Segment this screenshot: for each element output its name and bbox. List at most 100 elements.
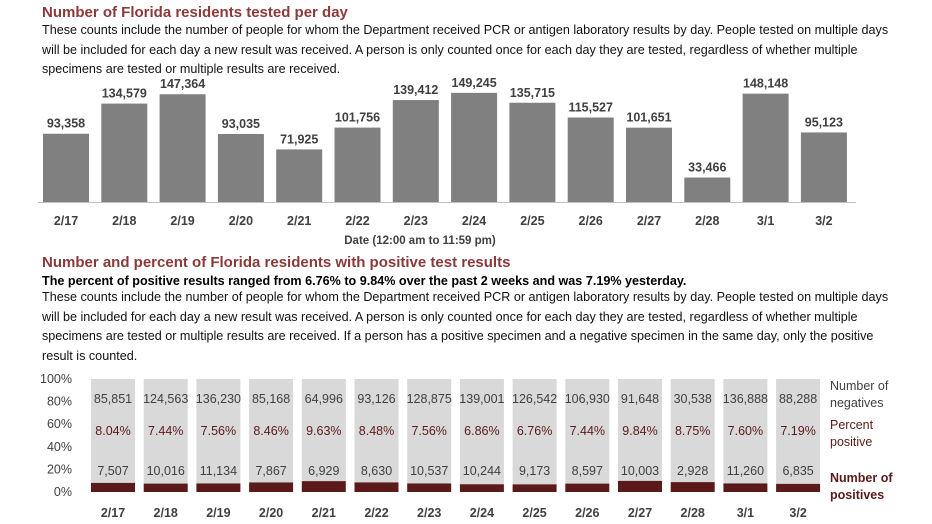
- value-label-tests-2/27: 101,651: [626, 111, 671, 125]
- chart2-title: Number and percent of Florida residents …: [42, 254, 511, 271]
- positives-label-2/28: 2,928: [677, 464, 708, 478]
- bar-negatives-2/20: [249, 379, 294, 483]
- bar-tests-2/26: [567, 117, 614, 202]
- x-tick-label: 2/21: [287, 214, 311, 228]
- bar-positives-2/27: [618, 480, 662, 492]
- percent-label-2/22: 8.48%: [359, 424, 394, 438]
- value-label-tests-2/21: 71,925: [280, 132, 318, 146]
- x-tick-label: 3/1: [757, 214, 774, 228]
- y-tick-label: 60%: [47, 417, 72, 431]
- bar-negatives-2/18: [143, 379, 188, 484]
- negatives-label-2/28: 30,538: [674, 392, 712, 406]
- percent-label-2/23: 7.56%: [411, 424, 446, 438]
- x-tick-label: 2/24: [470, 506, 494, 520]
- bar-positives-2/21: [301, 481, 346, 492]
- percent-label-2/24: 6.86%: [464, 424, 499, 438]
- chart1-title: Number of Florida residents tested per d…: [42, 4, 348, 21]
- bar-tests-2/17: [43, 133, 89, 202]
- value-label-tests-2/28: 33,466: [688, 161, 726, 175]
- bar-positives-2/25: [512, 484, 557, 492]
- bar-tests-2/28: [684, 177, 731, 202]
- positives-label-2/19: 11,134: [200, 464, 237, 478]
- x-tick-label: 2/25: [522, 506, 546, 520]
- x-tick-label: 2/19: [170, 214, 194, 228]
- value-label-tests-2/25: 135,715: [510, 86, 555, 100]
- percent-label-2/20: 8.46%: [253, 424, 288, 438]
- bar-tests-2/23: [392, 100, 439, 202]
- y-tick-label: 40%: [47, 440, 72, 454]
- percent-label-2/19: 7.56%: [201, 424, 236, 438]
- bar-negatives-2/27: [618, 379, 662, 481]
- percent-label-2/18: 7.44%: [148, 424, 183, 438]
- x-tick-label: 2/25: [520, 214, 544, 228]
- legend-negatives-line2: negatives: [830, 396, 884, 410]
- value-label-tests-3/2: 95,123: [805, 115, 843, 129]
- x-tick-label: 2/27: [637, 214, 661, 228]
- x-tick-label: 2/28: [681, 506, 705, 520]
- bar-positives-2/19: [196, 483, 241, 492]
- x-tick-label: 3/2: [789, 506, 806, 520]
- negatives-label-2/18: 124,563: [143, 392, 188, 406]
- positives-label-3/1: 11,260: [727, 464, 764, 478]
- positives-label-2/17: 7,507: [97, 464, 128, 478]
- bar-positives-3/1: [723, 483, 768, 492]
- negatives-label-2/24: 139,001: [459, 392, 504, 406]
- bar-positives-2/23: [407, 483, 452, 492]
- x-tick-label: 2/23: [417, 506, 441, 520]
- bar-negatives-2/19: [196, 379, 241, 484]
- value-label-tests-2/20: 93,035: [222, 117, 260, 131]
- bar-positives-2/28: [670, 482, 715, 492]
- x-tick-label: 2/21: [312, 506, 336, 520]
- negatives-label-2/19: 136,230: [196, 392, 241, 406]
- legend-percent-line2: positive: [830, 435, 872, 449]
- negatives-label-2/22: 93,126: [357, 392, 395, 406]
- negatives-label-3/2: 88,288: [779, 392, 817, 406]
- value-label-tests-2/23: 139,412: [393, 83, 438, 97]
- legend-negatives-line1: Number of: [830, 379, 889, 393]
- negatives-label-2/21: 64,996: [305, 392, 343, 406]
- bar-positives-2/17: [91, 482, 135, 492]
- positives-label-2/27: 10,003: [621, 464, 659, 478]
- x-tick-label: 2/27: [628, 506, 652, 520]
- bar-tests-2/19: [159, 94, 206, 202]
- negatives-label-2/27: 91,648: [621, 392, 659, 406]
- x-tick-label: 2/18: [112, 214, 136, 228]
- value-label-tests-2/17: 93,358: [47, 117, 85, 131]
- y-tick-label: 80%: [47, 395, 72, 409]
- bar-negatives-2/23: [407, 379, 452, 484]
- bar-positives-2/22: [354, 482, 399, 492]
- tested-per-day-chart: 93,358 2/17 134,579 2/18 147,364 2/19 93,035 2/…: [38, 76, 856, 247]
- percent-label-2/21: 9.63%: [306, 424, 341, 438]
- positives-label-2/24: 10,244: [463, 464, 501, 478]
- bar-tests-2/18: [101, 103, 148, 202]
- x-tick-label: 3/2: [815, 214, 832, 228]
- bar-negatives-3/2: [776, 379, 821, 484]
- negatives-label-2/20: 85,168: [252, 392, 290, 406]
- value-label-tests-2/22: 101,756: [335, 111, 380, 125]
- x-tick-label: 2/18: [154, 506, 178, 520]
- bar-positives-2/24: [459, 484, 504, 492]
- percent-label-3/2: 7.19%: [780, 424, 815, 438]
- legend-positives-line1: Number of: [830, 471, 893, 485]
- negatives-label-2/26: 106,930: [565, 392, 610, 406]
- bar-positives-2/18: [143, 483, 188, 492]
- x-tick-label: 2/23: [404, 214, 428, 228]
- percent-label-2/17: 8.04%: [95, 424, 130, 438]
- value-label-tests-2/18: 134,579: [102, 87, 147, 101]
- value-label-tests-2/24: 149,245: [452, 76, 497, 90]
- percent-label-2/27: 9.84%: [622, 424, 657, 438]
- bar-negatives-3/1: [723, 379, 768, 484]
- bar-tests-2/21: [276, 149, 323, 202]
- bar-negatives-2/17: [91, 379, 135, 483]
- x-tick-label: 2/26: [575, 506, 599, 520]
- y-tick-label: 20%: [47, 462, 72, 476]
- negatives-label-2/17: 85,851: [94, 392, 132, 406]
- bar-negatives-2/22: [354, 379, 399, 483]
- positives-label-3/2: 6,835: [782, 464, 813, 478]
- percent-label-2/28: 8.75%: [675, 424, 710, 438]
- percent-label-2/25: 6.76%: [517, 424, 552, 438]
- bar-negatives-2/28: [670, 379, 715, 483]
- y-tick-label: 100%: [40, 372, 72, 386]
- bar-negatives-2/25: [512, 379, 557, 485]
- value-label-tests-3/1: 148,148: [743, 77, 788, 91]
